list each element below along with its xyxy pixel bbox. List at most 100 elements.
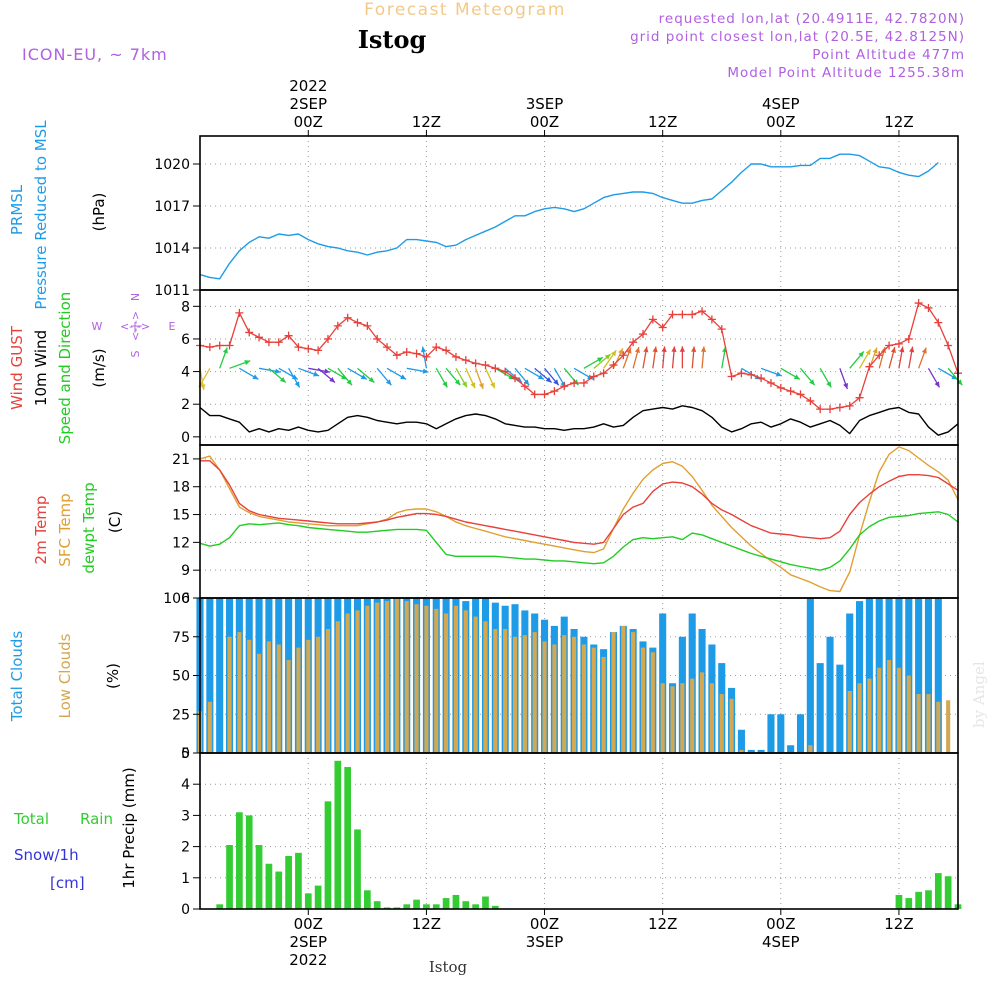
wind-arrow-head <box>400 374 407 380</box>
total-cloud-bar <box>787 745 795 753</box>
total-cloud-bar <box>806 598 814 753</box>
gust-point <box>235 308 244 317</box>
total-cloud-bar <box>747 749 755 753</box>
gust-point <box>826 405 835 414</box>
wind-arrow-head <box>899 346 905 353</box>
gust-point <box>717 325 726 334</box>
grid-point: grid point closest lon,lat (20.5E, 42.81… <box>630 29 965 45</box>
credit-watermark: by Angel <box>970 661 988 728</box>
frame-layer <box>193 130 959 915</box>
gust-point <box>491 364 500 373</box>
low-cloud-bar <box>365 605 370 753</box>
total-cloud-bar <box>865 598 873 753</box>
low-cloud-bar <box>266 641 271 753</box>
wind-arrow-head <box>385 379 392 386</box>
gust-point <box>363 321 372 330</box>
low-cloud-bar <box>493 629 498 753</box>
wind-arrow-head <box>346 379 352 386</box>
gust-point <box>678 310 687 319</box>
low-cloud-bar <box>946 700 951 753</box>
gust-point <box>343 313 352 322</box>
low-cloud-bar <box>414 604 419 753</box>
wind-arrow-head <box>329 376 335 383</box>
precipitation-ytick-label: 2 <box>181 840 190 856</box>
wind-arrow-head <box>865 349 871 356</box>
precip-bar <box>236 812 243 909</box>
gust-point <box>944 341 953 350</box>
compass-axis-horizontal: <-|-> <box>120 320 150 333</box>
wind-arrow-head <box>700 346 707 353</box>
precip-bar <box>295 852 302 909</box>
low-cloud-bar <box>227 636 232 753</box>
wind-arrow-head <box>661 346 667 353</box>
precip-axis-label: 1hr Precip (mm) <box>120 767 138 888</box>
top-axis-label: 12Z <box>648 113 677 131</box>
gust-point <box>432 343 441 352</box>
low-cloud-bar <box>877 667 882 753</box>
precip-bar <box>905 898 913 909</box>
temp-dewpt-label: dewpt Temp <box>80 482 98 573</box>
low-cloud-bar <box>256 653 262 753</box>
low-cloud-bar <box>808 745 813 753</box>
wind-arrow-head <box>222 347 228 354</box>
pressure-ytick-label: 1014 <box>154 241 190 257</box>
low-cloud-bar <box>306 639 311 753</box>
wind-arrow-head <box>490 382 495 389</box>
low-cloud-bar <box>581 644 586 753</box>
wind-arrow-head <box>291 374 298 380</box>
precip-bar <box>472 904 479 909</box>
low-cloud-bar <box>247 639 252 753</box>
clouds-ytick-label: 0 <box>181 746 190 762</box>
pressure-unit-label: (hPa) <box>90 193 108 232</box>
compass-west: W <box>92 320 103 333</box>
wind-frame <box>199 289 959 446</box>
gust-point <box>333 321 342 330</box>
gust-point <box>609 361 618 370</box>
bottom-axis-label: 3SEP <box>526 933 564 951</box>
low-cloud-bar <box>335 621 340 753</box>
low-cloud-bar <box>276 644 281 753</box>
wind-arrow-head <box>454 379 461 386</box>
wind-arrow-head <box>420 346 427 353</box>
wind-arrow-head <box>313 371 320 377</box>
precip-bar <box>413 899 420 909</box>
bottom-axis-label: 00Z <box>766 915 795 933</box>
gust-point <box>422 352 431 361</box>
gust-line <box>199 302 959 410</box>
top-axis-label: 2022 <box>289 77 327 95</box>
total-cloud-bar <box>757 749 765 753</box>
precipitation-ytick-label: 0 <box>181 902 190 918</box>
gust-point <box>914 299 923 308</box>
gust-point <box>560 382 569 391</box>
low-cloud-bar <box>847 691 852 753</box>
bottom-axis-label: 12Z <box>412 915 441 933</box>
low-cloud-bar <box>660 683 665 753</box>
gust-point <box>904 334 913 343</box>
wind-arrow-head <box>294 381 300 388</box>
temperature-ytick-label: 6 <box>181 591 190 607</box>
low-cloud-bar <box>601 656 606 753</box>
gust-point <box>412 349 421 358</box>
precipitation-ytick-label: 1 <box>181 871 190 887</box>
temperature-ytick-label: 18 <box>172 480 190 496</box>
precip-bar <box>354 829 361 909</box>
precip-bar <box>442 898 450 909</box>
precipitation-ytick-label: 3 <box>181 808 190 824</box>
precip-bar <box>373 901 381 909</box>
precip-bar <box>925 890 932 909</box>
gust-point <box>658 323 667 332</box>
precip-bar <box>265 863 273 909</box>
wind-arrow-head <box>604 354 611 360</box>
low-cloud-bar <box>631 632 636 753</box>
low-cloud-bar <box>503 629 508 753</box>
wind-arrow-head <box>618 348 623 355</box>
wind-arrow-head <box>442 381 448 388</box>
low-cloud-bar <box>453 605 459 753</box>
bottom-axis-label: 12Z <box>648 915 677 933</box>
low-cloud-bar <box>926 694 931 753</box>
wind-arrow-head <box>775 371 782 377</box>
gust-point <box>835 403 844 412</box>
gust-point <box>875 351 884 360</box>
wind-ytick-label: 6 <box>181 332 190 348</box>
gust-point <box>629 338 638 347</box>
